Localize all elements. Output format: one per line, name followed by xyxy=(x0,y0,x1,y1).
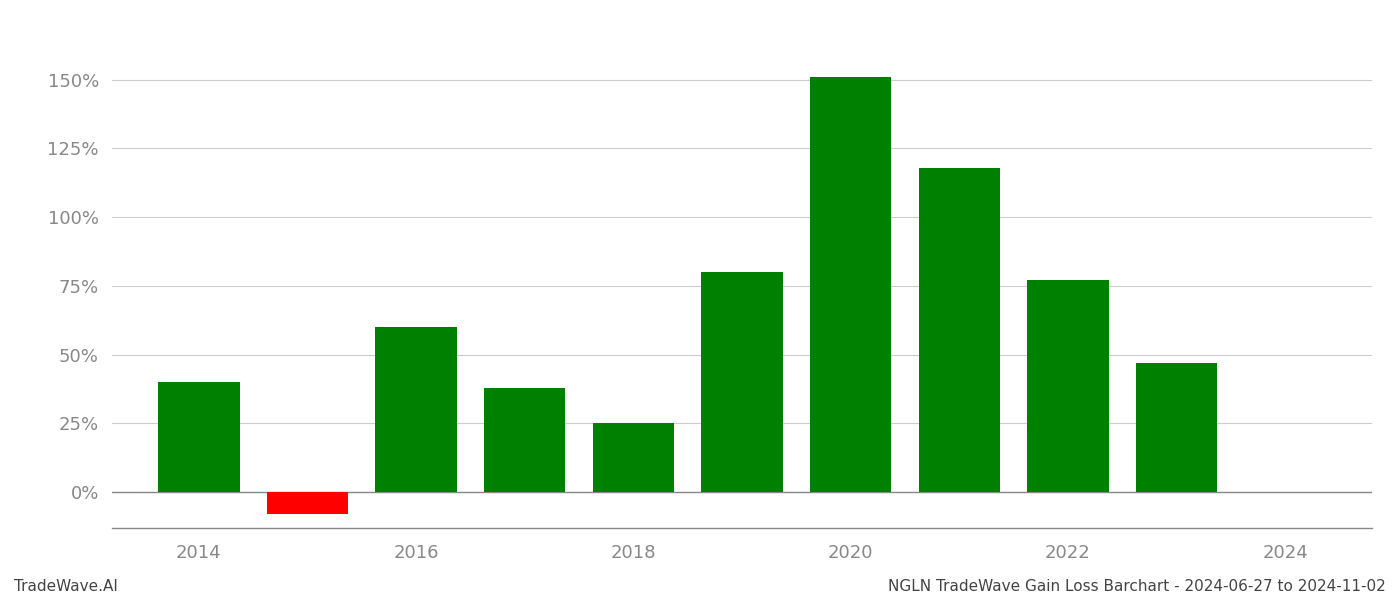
Bar xyxy=(1135,363,1217,492)
Bar xyxy=(809,77,892,492)
Bar xyxy=(592,424,675,492)
Bar xyxy=(375,327,456,492)
Bar xyxy=(1028,280,1109,492)
Bar xyxy=(267,492,349,514)
Bar xyxy=(701,272,783,492)
Bar xyxy=(484,388,566,492)
Bar xyxy=(918,167,1000,492)
Bar xyxy=(158,382,239,492)
Text: NGLN TradeWave Gain Loss Barchart - 2024-06-27 to 2024-11-02: NGLN TradeWave Gain Loss Barchart - 2024… xyxy=(888,579,1386,594)
Text: TradeWave.AI: TradeWave.AI xyxy=(14,579,118,594)
